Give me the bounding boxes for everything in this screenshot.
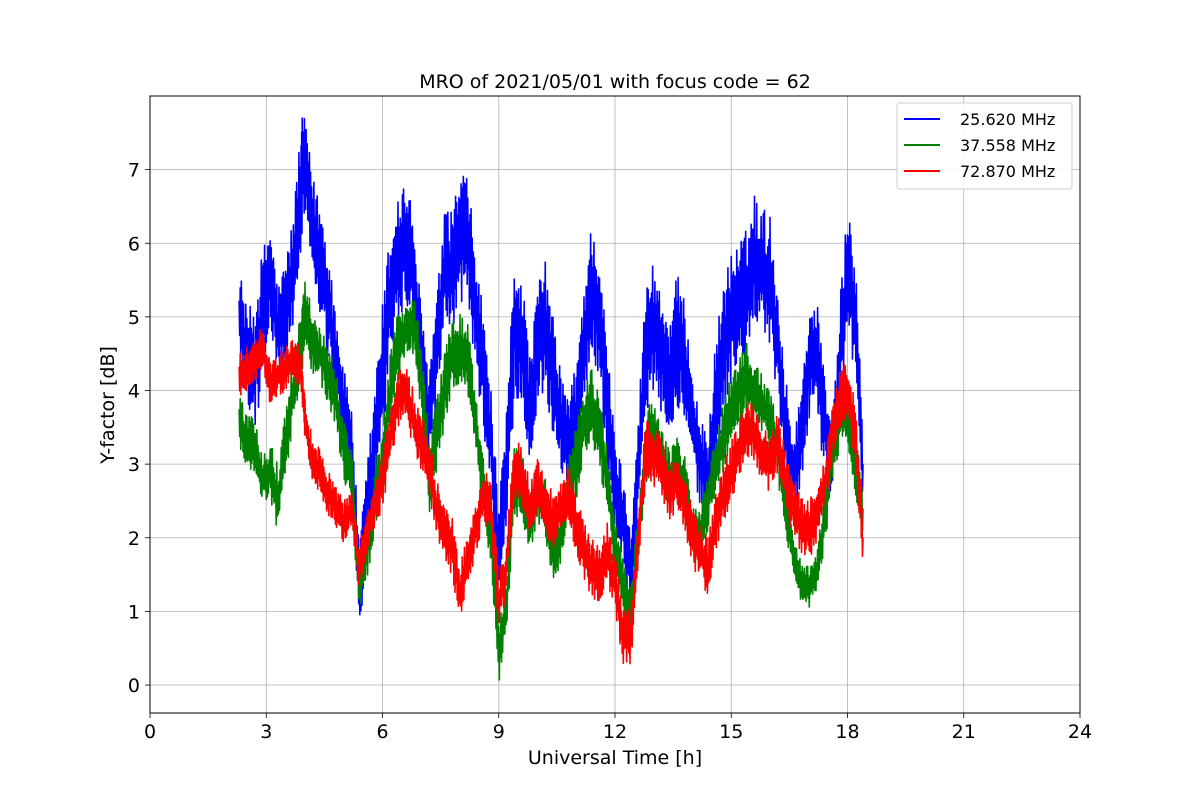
- x-tick-label: 15: [719, 721, 743, 743]
- series-lines: [238, 117, 864, 681]
- y-tick-label: 1: [128, 601, 140, 623]
- y-axis-ticks: 0 1 2 3 4 5 6 7: [128, 160, 150, 697]
- y-tick-label: 7: [128, 160, 140, 182]
- legend-box: [896, 102, 1073, 190]
- y-tick-label: 6: [128, 233, 140, 255]
- x-tick-label: 21: [952, 721, 976, 743]
- legend-label-3: 72.870 MHz: [960, 162, 1055, 181]
- x-tick-label: 6: [376, 721, 388, 743]
- y-tick-label: 0: [128, 675, 140, 697]
- x-axis-label: Universal Time [h]: [528, 747, 702, 769]
- chart-title: MRO of 2021/05/01 with focus code = 62: [419, 71, 811, 93]
- y-axis-label: Y-factor [dB]: [97, 346, 119, 465]
- x-tick-label: 18: [835, 721, 859, 743]
- legend-label-2: 37.558 MHz: [960, 136, 1055, 155]
- y-tick-label: 2: [128, 528, 140, 550]
- y-tick-label: 4: [128, 381, 140, 403]
- x-tick-label: 3: [260, 721, 272, 743]
- series-line-3: [238, 329, 864, 665]
- x-tick-label: 9: [493, 721, 505, 743]
- x-tick-label: 24: [1068, 721, 1092, 743]
- x-axis-ticks: 0 3 6 9 12 15 18 21 24: [144, 713, 1092, 743]
- x-tick-label: 0: [144, 721, 156, 743]
- y-tick-label: 3: [128, 454, 140, 476]
- y-tick-label: 5: [128, 307, 140, 329]
- legend: 25.620 MHz 37.558 MHz 72.870 MHz: [896, 102, 1073, 190]
- x-tick-label: 12: [603, 721, 627, 743]
- legend-label-1: 25.620 MHz: [960, 110, 1055, 129]
